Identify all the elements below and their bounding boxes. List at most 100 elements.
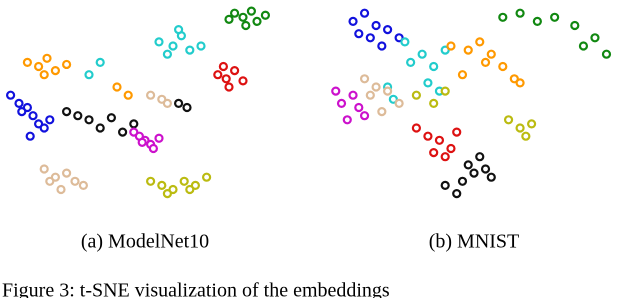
point — [73, 111, 83, 121]
point — [117, 127, 128, 137]
point — [440, 45, 450, 55]
point — [42, 53, 52, 63]
point — [129, 119, 139, 129]
point — [174, 98, 184, 109]
point — [14, 98, 24, 109]
point — [570, 20, 580, 31]
point — [162, 189, 172, 199]
point — [411, 90, 421, 100]
point — [33, 61, 44, 72]
point — [45, 115, 55, 125]
point — [463, 45, 473, 55]
point — [95, 57, 105, 68]
figure-caption: Figure 3: t-SNE visualization of the emb… — [2, 280, 390, 298]
point — [388, 94, 398, 104]
point — [221, 74, 231, 84]
point — [348, 16, 358, 26]
point — [348, 90, 358, 100]
point — [486, 49, 496, 59]
point — [452, 127, 462, 137]
panel-caption: (b) MNIST — [429, 231, 520, 253]
point — [162, 49, 172, 59]
point — [17, 106, 27, 117]
point — [202, 172, 212, 182]
point — [365, 90, 375, 100]
point — [213, 70, 223, 80]
point — [106, 113, 117, 123]
point — [446, 41, 456, 51]
point — [196, 41, 206, 51]
point — [457, 70, 468, 80]
point — [480, 57, 491, 68]
point — [168, 41, 178, 51]
point — [434, 135, 445, 145]
point — [182, 102, 192, 113]
point — [440, 180, 450, 190]
point — [452, 189, 462, 199]
point — [601, 49, 612, 59]
point — [123, 90, 133, 100]
point — [486, 172, 496, 182]
point — [515, 78, 525, 88]
point — [22, 57, 32, 68]
point — [61, 168, 72, 178]
point — [112, 82, 122, 92]
point — [440, 86, 450, 96]
point — [417, 49, 427, 59]
point — [509, 74, 519, 84]
point — [224, 14, 234, 24]
point — [174, 25, 184, 35]
point — [45, 176, 55, 186]
point — [246, 6, 256, 16]
point — [446, 143, 456, 154]
point — [377, 41, 387, 51]
point — [365, 33, 375, 43]
point — [440, 152, 450, 162]
point — [550, 12, 560, 22]
point — [480, 164, 491, 174]
point — [331, 86, 341, 96]
point — [371, 82, 381, 92]
point — [515, 8, 525, 18]
point — [39, 70, 49, 80]
point — [70, 176, 80, 186]
point — [475, 37, 485, 47]
point — [521, 131, 531, 141]
point — [457, 176, 468, 186]
point — [423, 131, 433, 141]
point — [515, 123, 525, 133]
point — [578, 41, 589, 51]
point — [429, 98, 439, 109]
point — [354, 102, 364, 113]
point — [185, 184, 195, 195]
point — [50, 65, 61, 76]
point — [146, 176, 156, 186]
point — [475, 152, 485, 162]
point — [354, 29, 364, 39]
point — [411, 123, 421, 133]
point — [394, 33, 404, 43]
point — [137, 137, 147, 147]
point — [429, 148, 439, 158]
point — [56, 184, 66, 195]
point — [185, 45, 195, 55]
scatter-plot — [331, 8, 612, 199]
point — [230, 8, 240, 18]
point — [359, 74, 370, 84]
point — [25, 131, 35, 141]
point — [590, 33, 600, 43]
point — [148, 143, 158, 154]
point — [224, 82, 234, 92]
point — [39, 164, 49, 174]
point — [238, 76, 248, 86]
point — [406, 57, 416, 68]
point — [463, 160, 473, 170]
point — [498, 61, 508, 72]
point — [218, 61, 228, 72]
point — [61, 59, 72, 70]
point — [400, 37, 410, 47]
point — [61, 106, 72, 117]
point — [241, 20, 251, 31]
point — [359, 111, 370, 121]
